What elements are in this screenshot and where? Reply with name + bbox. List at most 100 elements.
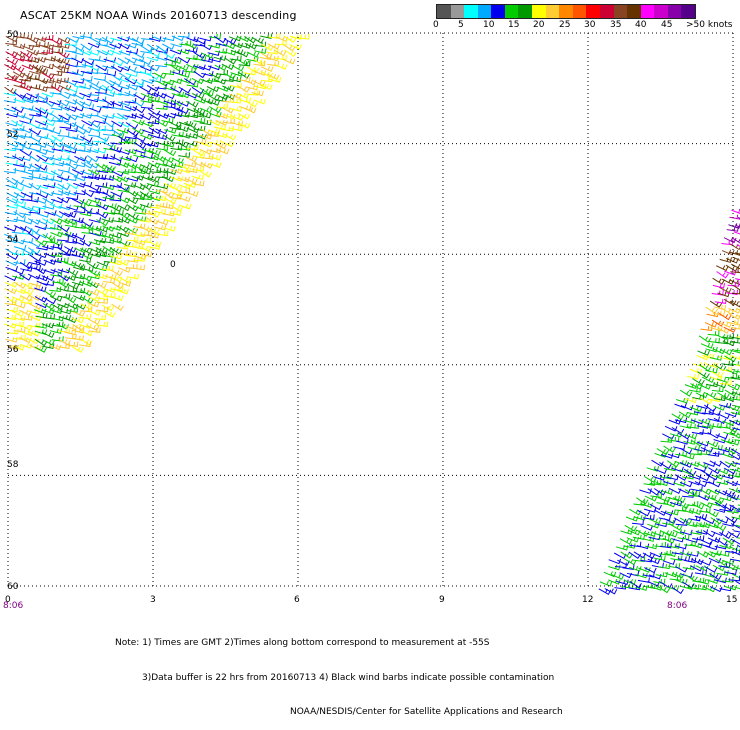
wind-barb xyxy=(730,214,740,219)
wind-barb xyxy=(712,387,723,392)
wind-barb xyxy=(102,234,114,239)
wind-barb xyxy=(5,40,16,45)
wind-barb xyxy=(698,372,710,378)
wind-barb xyxy=(707,511,719,517)
wind-barb xyxy=(693,362,705,367)
wind-barb xyxy=(636,498,648,504)
wind-barb xyxy=(6,160,18,165)
wind-barb xyxy=(95,196,107,201)
wind-barb xyxy=(672,414,684,420)
wind-barb xyxy=(704,587,716,592)
wind-barb xyxy=(103,91,115,96)
longitude-labels: 0 3 6 9 12 15 xyxy=(5,595,737,605)
wind-barb xyxy=(59,212,71,217)
wind-barb xyxy=(105,204,117,209)
wind-barb xyxy=(87,97,99,102)
wind-barb xyxy=(66,163,78,169)
wind-barb xyxy=(52,316,64,321)
wind-barb xyxy=(139,59,151,64)
wind-barb xyxy=(148,51,160,56)
wind-barb xyxy=(229,36,241,41)
wind-barb xyxy=(82,59,94,64)
wind-barb xyxy=(42,332,54,337)
wind-barb xyxy=(125,67,137,72)
wind-barb xyxy=(162,118,174,123)
footnotes: Note: 1) Times are GMT 2)Times along bot… xyxy=(115,615,563,730)
wind-barb xyxy=(89,37,101,42)
wind-barb xyxy=(58,167,70,172)
lat-label: 60 xyxy=(7,582,19,592)
wind-barb xyxy=(148,73,160,79)
wind-barb xyxy=(261,66,273,71)
wind-barb xyxy=(4,98,16,103)
wind-barb xyxy=(701,326,712,331)
wind-barb xyxy=(201,163,213,168)
wind-barb xyxy=(72,346,84,352)
wind-barb xyxy=(140,252,152,257)
wind-barb xyxy=(237,59,249,65)
wind-barb xyxy=(72,45,84,51)
wind-barb xyxy=(727,226,739,231)
lat-label: 58 xyxy=(7,460,19,470)
wind-barb xyxy=(5,288,17,293)
wind-barb xyxy=(43,340,55,345)
wind-barb xyxy=(682,508,694,513)
wind-barb xyxy=(701,343,713,348)
wind-barb xyxy=(52,336,63,341)
wind-barb xyxy=(222,64,234,69)
wind-barb xyxy=(683,454,695,459)
wind-barb xyxy=(12,274,24,279)
wind-barb xyxy=(134,68,145,73)
wind-barb xyxy=(50,204,62,209)
wind-barb xyxy=(57,236,68,241)
wind-barb xyxy=(44,291,56,297)
wind-barb xyxy=(676,566,688,572)
wind-barb xyxy=(6,121,18,126)
wind-barb xyxy=(644,480,656,485)
wind-barb xyxy=(87,282,99,288)
wind-barb xyxy=(14,327,26,332)
lon-label: 9 xyxy=(439,595,445,605)
wind-barb xyxy=(29,123,41,128)
wind-barb xyxy=(126,176,138,181)
wind-barb xyxy=(74,248,86,253)
wind-barb xyxy=(89,217,101,222)
wind-barb xyxy=(186,191,198,196)
wind-barb xyxy=(672,549,683,554)
wind-barb xyxy=(43,183,55,188)
wind-barb xyxy=(104,258,115,263)
wind-barb xyxy=(72,218,84,223)
wind-barb xyxy=(65,54,77,59)
map-marker-label: 0 xyxy=(170,260,176,270)
wind-barb xyxy=(21,315,32,320)
wind-barb xyxy=(111,176,123,181)
wind-barb xyxy=(669,419,681,424)
wind-barb xyxy=(118,101,130,106)
wind-barb xyxy=(200,149,212,154)
lon-label: 6 xyxy=(294,595,300,605)
wind-barb xyxy=(716,265,728,270)
wind-barb xyxy=(125,98,136,103)
wind-barb xyxy=(21,183,33,188)
wind-barb xyxy=(87,81,99,86)
wind-barb xyxy=(59,339,71,344)
wind-barb xyxy=(275,64,287,69)
wind-barb xyxy=(29,42,40,47)
wind-barb xyxy=(717,378,729,383)
wind-barb xyxy=(721,360,733,365)
wind-barb xyxy=(51,171,63,176)
wind-barb xyxy=(713,283,725,288)
wind-barb xyxy=(706,545,718,550)
wind-barb xyxy=(155,135,167,140)
wind-barb xyxy=(179,168,191,173)
wind-barb xyxy=(730,244,740,250)
wind-barb xyxy=(104,45,116,50)
wind-barb xyxy=(680,448,692,454)
wind-barb xyxy=(29,190,41,195)
wind-barb xyxy=(72,113,84,118)
wind-barb xyxy=(43,100,55,106)
wind-barb xyxy=(80,33,91,38)
wind-barbs-layer xyxy=(4,32,740,594)
wind-barb xyxy=(689,509,701,514)
wind-barb xyxy=(20,34,32,39)
